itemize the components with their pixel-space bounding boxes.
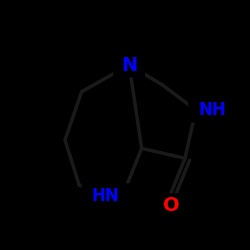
Text: HN: HN <box>92 187 120 205</box>
FancyBboxPatch shape <box>82 183 130 208</box>
FancyBboxPatch shape <box>113 52 145 78</box>
FancyBboxPatch shape <box>188 98 237 122</box>
FancyBboxPatch shape <box>155 193 187 218</box>
Text: N: N <box>121 56 137 74</box>
Text: NH: NH <box>198 101 226 119</box>
Text: O: O <box>162 196 179 215</box>
